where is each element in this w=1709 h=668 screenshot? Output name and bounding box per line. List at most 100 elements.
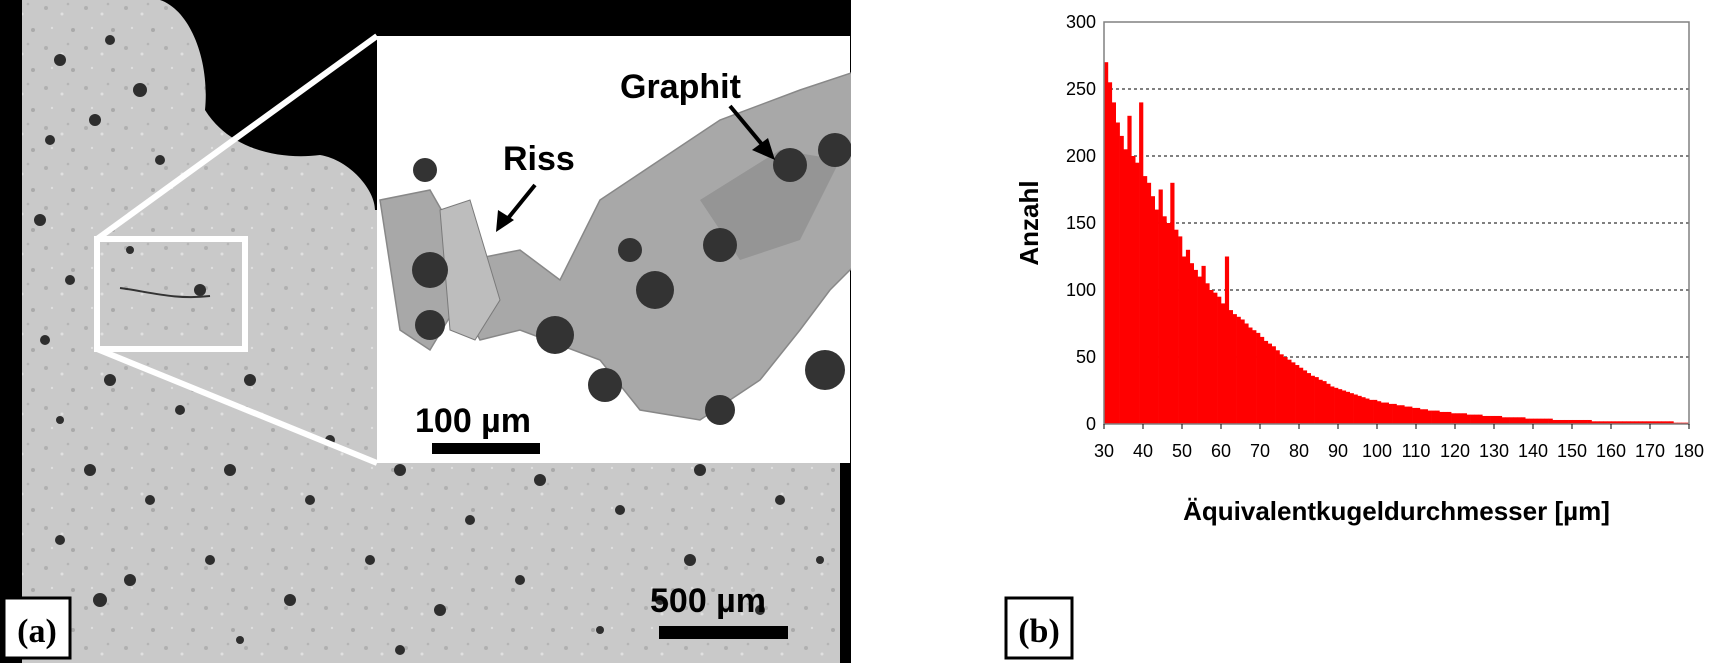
histogram-bar (1178, 236, 1183, 424)
histogram-bar (1314, 377, 1319, 424)
histogram-bar (1494, 415, 1499, 424)
x-tick-label: 60 (1211, 441, 1231, 461)
histogram-bar (1365, 398, 1370, 424)
y-axis-ticks: 0 50 100 150 200 250 300 (1066, 12, 1096, 434)
x-tick-label: 50 (1172, 441, 1192, 461)
histogram-bar (1283, 357, 1288, 424)
histogram-bar (1349, 393, 1354, 424)
histogram-bar (1396, 405, 1401, 424)
histogram-bar (1244, 323, 1249, 424)
histogram-bar (1252, 330, 1257, 424)
histogram-bar (1490, 415, 1495, 424)
x-tick-label: 120 (1440, 441, 1470, 461)
panel-b-histogram: 0 50 100 150 200 250 300 30 40 50 60 70 80 90 100 110 1… (1000, 0, 1709, 663)
histogram-bar (1318, 379, 1323, 424)
histogram-bar (1591, 421, 1596, 424)
histogram-bar (1143, 176, 1148, 424)
histogram-bar (1451, 413, 1456, 424)
zoom-connector-bottom (95, 346, 379, 466)
histogram-bar (1310, 375, 1315, 424)
histogram-bar (1150, 196, 1155, 424)
histogram-bar (1334, 387, 1339, 424)
histogram-bar (1646, 421, 1651, 424)
y-tick-label: 100 (1066, 280, 1096, 300)
histogram-bar (1166, 223, 1171, 424)
x-tick-label: 30 (1094, 441, 1114, 461)
x-tick-label: 150 (1557, 441, 1587, 461)
x-tick-label: 130 (1479, 441, 1509, 461)
y-tick-label: 300 (1066, 12, 1096, 32)
histogram-bar (1540, 418, 1545, 424)
histogram-bar (1353, 394, 1358, 424)
histogram-bar (1400, 405, 1405, 424)
histogram-bar (1240, 319, 1245, 424)
histogram-bar (1564, 419, 1569, 424)
x-tick-label: 160 (1596, 441, 1626, 461)
x-axis-ticks: 30 40 50 60 70 80 90 100 110 120 130 140 150 160 170 18… (1094, 424, 1704, 461)
histogram-bar (1525, 418, 1530, 424)
histogram-bar (1599, 421, 1604, 424)
histogram-bar (1665, 421, 1670, 424)
histogram-bar (1213, 292, 1218, 424)
x-axis-label: Äquivalentkugeldurchmesser [µm] (1183, 496, 1610, 526)
histogram-bar (1228, 310, 1233, 424)
panel-a-label: (a) (17, 613, 57, 650)
histogram-bar (1408, 406, 1413, 424)
histogram-bar (1392, 403, 1397, 424)
histogram-bar (1575, 419, 1581, 424)
histogram-bar (1182, 256, 1187, 424)
histogram-bar (1217, 296, 1222, 424)
histogram-bar (1529, 418, 1534, 424)
histogram-bar (1119, 135, 1124, 424)
histogram-bar (1162, 216, 1167, 424)
histogram-bar (1185, 249, 1191, 424)
histogram-bar (1568, 419, 1573, 424)
histogram-bar (1357, 395, 1362, 424)
histogram-bar (1209, 290, 1214, 424)
y-axis-label: Anzahl (1014, 180, 1044, 265)
annotation-crack: Riss (503, 140, 575, 178)
histogram-bar (1509, 417, 1514, 424)
histogram-bar (1622, 421, 1627, 424)
histogram-bar (1579, 419, 1584, 424)
histogram-bar (1470, 414, 1475, 424)
histogram-bar (1618, 421, 1623, 424)
x-tick-label: 70 (1250, 441, 1270, 461)
y-tick-label: 150 (1066, 213, 1096, 233)
histogram-bar (1154, 209, 1159, 424)
histogram-bar (1595, 421, 1600, 424)
histogram-bar (1326, 383, 1331, 424)
histogram-bar (1275, 350, 1280, 424)
histogram-bar (1497, 415, 1503, 424)
histogram-bar (1377, 401, 1382, 424)
x-tick-label: 110 (1402, 441, 1431, 461)
histogram-bar (1548, 418, 1553, 424)
histogram-bar (1552, 419, 1557, 424)
histogram-bar (1486, 415, 1491, 424)
histogram-bar (1291, 362, 1296, 424)
histogram-bar (1361, 397, 1366, 424)
panel-a-micrograph: Graphit Riss 100 µm 500 µm (a) (0, 0, 959, 663)
histogram-bar (1384, 402, 1389, 424)
scalebar-main-label: 500 µm (650, 582, 766, 620)
histogram-bar (1388, 403, 1393, 424)
histogram-bar (1338, 389, 1343, 424)
histogram-bar (1236, 316, 1241, 424)
zoom-connector-top (95, 33, 379, 242)
histogram-bar (1267, 343, 1272, 424)
x-tick-label: 170 (1635, 441, 1665, 461)
histogram-bar (1572, 419, 1577, 424)
scalebar-inset-label: 100 µm (415, 402, 531, 440)
x-tick-label: 180 (1674, 441, 1704, 461)
histogram-bar (1131, 156, 1136, 424)
histogram-bar (1221, 303, 1226, 424)
histogram-bar (1583, 419, 1588, 424)
micrograph-svg: Graphit Riss 100 µm 500 µm (a) (0, 0, 959, 663)
histogram-bar (1271, 346, 1276, 424)
histogram-bar (1127, 115, 1132, 425)
histogram-bar (1669, 421, 1674, 424)
histogram-bar (1248, 327, 1253, 424)
panel-b-label-box (1004, 596, 1074, 660)
histogram-bar (1412, 407, 1417, 424)
histogram-bar (1111, 102, 1116, 425)
